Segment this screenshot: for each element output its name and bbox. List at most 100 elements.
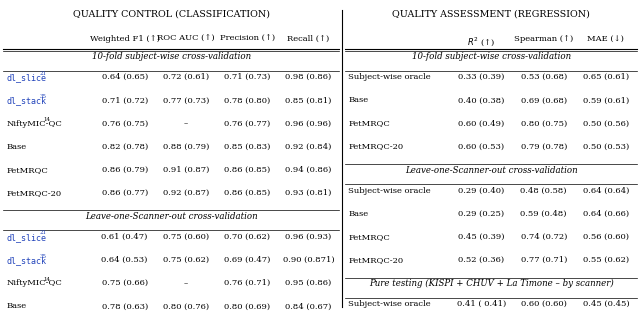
Text: 0.93 (0.81): 0.93 (0.81) [285,189,332,197]
Text: 0.84 (0.67): 0.84 (0.67) [285,302,332,310]
Text: 0.50 (0.56): 0.50 (0.56) [583,120,629,127]
Text: 0.55 (0.62): 0.55 (0.62) [583,256,629,264]
Text: 0.94 (0.86): 0.94 (0.86) [285,166,332,174]
Text: FetMRQC-20: FetMRQC-20 [348,256,403,264]
Text: 0.76 (0.71): 0.76 (0.71) [224,279,270,287]
Text: FetMRQC-20: FetMRQC-20 [7,189,62,197]
Text: 0.59 (0.61): 0.59 (0.61) [583,96,629,104]
Text: 0.40 (0.38): 0.40 (0.38) [458,96,505,104]
Text: 0.33 (0.39): 0.33 (0.39) [458,73,505,81]
Text: 35: 35 [40,94,47,99]
Text: Base: Base [7,143,27,151]
Text: 0.64 (0.64): 0.64 (0.64) [583,187,629,195]
Text: Leave-one-Scanner-out cross-validation: Leave-one-Scanner-out cross-validation [405,166,577,175]
Text: 0.71 (0.72): 0.71 (0.72) [102,96,148,104]
Text: 0.92 (0.84): 0.92 (0.84) [285,143,332,151]
Text: 0.60 (0.53): 0.60 (0.53) [458,143,504,151]
Text: QUALITY CONTROL (CLASSIFICATION): QUALITY CONTROL (CLASSIFICATION) [73,10,269,18]
Text: Base: Base [348,210,369,218]
Text: NiftyMIC-QC: NiftyMIC-QC [7,279,63,287]
Text: Pure testing (KISPI + CHUV + La Timone – by scanner): Pure testing (KISPI + CHUV + La Timone –… [369,279,614,288]
Text: FetMRQC-20: FetMRQC-20 [348,143,403,151]
Text: QUALITY ASSESSMENT (REGRESSION): QUALITY ASSESSMENT (REGRESSION) [392,10,590,18]
Text: Subject-wise oracle: Subject-wise oracle [348,73,431,81]
Text: 10-fold subject-wise cross-validation: 10-fold subject-wise cross-validation [412,52,571,61]
Text: 0.41 ( 0.41): 0.41 ( 0.41) [457,300,506,308]
Text: 0.72 (0.61): 0.72 (0.61) [163,73,209,81]
Text: 0.88 (0.79): 0.88 (0.79) [163,143,209,151]
Text: 0.76 (0.77): 0.76 (0.77) [224,120,270,127]
Text: 0.52 (0.36): 0.52 (0.36) [458,256,504,264]
Text: 14: 14 [44,117,51,122]
Text: 0.69 (0.47): 0.69 (0.47) [224,256,270,264]
Text: Spearman (↑): Spearman (↑) [514,35,573,43]
Text: FetMRQC: FetMRQC [348,120,390,127]
Text: 0.90 (0.871): 0.90 (0.871) [282,256,334,264]
Text: FetMRQC: FetMRQC [348,233,390,241]
Text: 0.70 (0.62): 0.70 (0.62) [224,233,270,241]
Text: NiftyMIC-QC: NiftyMIC-QC [7,120,63,127]
Text: 35: 35 [40,254,47,259]
Text: 0.92 (0.87): 0.92 (0.87) [163,189,209,197]
Text: 0.64 (0.65): 0.64 (0.65) [102,73,148,81]
Text: Subject-wise oracle: Subject-wise oracle [348,187,431,195]
Text: 0.77 (0.71): 0.77 (0.71) [520,256,567,264]
Text: 0.86 (0.85): 0.86 (0.85) [224,189,270,197]
Text: 0.79 (0.78): 0.79 (0.78) [520,143,567,151]
Text: 14: 14 [44,277,51,282]
Text: dl_slice: dl_slice [7,233,47,242]
Text: 10-fold subject-wise cross-validation: 10-fold subject-wise cross-validation [92,52,251,61]
Text: Recall (↑): Recall (↑) [287,35,330,43]
Text: MAE (↓): MAE (↓) [588,35,625,43]
Text: 0.65 (0.61): 0.65 (0.61) [583,73,629,81]
Text: –: – [184,120,188,127]
Text: 0.29 (0.25): 0.29 (0.25) [458,210,504,218]
Text: 0.85 (0.81): 0.85 (0.81) [285,96,332,104]
Text: 0.86 (0.79): 0.86 (0.79) [102,166,148,174]
Text: 0.53 (0.68): 0.53 (0.68) [520,73,567,81]
Text: 0.91 (0.87): 0.91 (0.87) [163,166,209,174]
Text: Base: Base [7,302,27,310]
Text: 0.96 (0.96): 0.96 (0.96) [285,120,332,127]
Text: ROC AUC (↑): ROC AUC (↑) [157,35,214,43]
Text: 0.96 (0.93): 0.96 (0.93) [285,233,332,241]
Text: 0.60 (0.60): 0.60 (0.60) [521,300,566,308]
Text: Precision (↑): Precision (↑) [220,35,275,43]
Text: Leave-one-Scanner-out cross-validation: Leave-one-Scanner-out cross-validation [85,212,257,221]
Text: –: – [184,279,188,287]
Text: 0.74 (0.72): 0.74 (0.72) [520,233,567,241]
Text: dl_slice: dl_slice [7,73,47,82]
Text: dl_stack: dl_stack [7,256,47,265]
Text: $R^2$ (↑): $R^2$ (↑) [467,35,495,48]
Text: 21: 21 [40,71,47,76]
Text: Weighted F1 (↑): Weighted F1 (↑) [90,35,159,43]
Text: 0.48 (0.58): 0.48 (0.58) [520,187,567,195]
Text: 0.78 (0.63): 0.78 (0.63) [102,302,148,310]
Text: 21: 21 [40,230,47,236]
Text: 0.86 (0.85): 0.86 (0.85) [224,166,270,174]
Text: 0.64 (0.66): 0.64 (0.66) [583,210,629,218]
Text: 0.86 (0.77): 0.86 (0.77) [102,189,148,197]
Text: 0.45 (0.45): 0.45 (0.45) [582,300,629,308]
Text: 0.29 (0.40): 0.29 (0.40) [458,187,504,195]
Text: 0.75 (0.66): 0.75 (0.66) [102,279,148,287]
Text: 0.80 (0.76): 0.80 (0.76) [163,302,209,310]
Text: 0.60 (0.49): 0.60 (0.49) [458,120,504,127]
Text: 0.50 (0.53): 0.50 (0.53) [583,143,629,151]
Text: 0.78 (0.80): 0.78 (0.80) [224,96,270,104]
Text: 0.98 (0.86): 0.98 (0.86) [285,73,332,81]
Text: Base: Base [348,96,369,104]
Text: 0.77 (0.73): 0.77 (0.73) [163,96,209,104]
Text: 0.75 (0.62): 0.75 (0.62) [163,256,209,264]
Text: 0.85 (0.83): 0.85 (0.83) [224,143,270,151]
Text: 0.45 (0.39): 0.45 (0.39) [458,233,505,241]
Text: dl_stack: dl_stack [7,96,47,105]
Text: 0.61 (0.47): 0.61 (0.47) [102,233,148,241]
Text: 0.75 (0.60): 0.75 (0.60) [163,233,209,241]
Text: 0.56 (0.60): 0.56 (0.60) [583,233,629,241]
Text: 0.95 (0.86): 0.95 (0.86) [285,279,332,287]
Text: 0.71 (0.73): 0.71 (0.73) [224,73,270,81]
Text: 0.64 (0.53): 0.64 (0.53) [102,256,148,264]
Text: 0.59 (0.48): 0.59 (0.48) [520,210,567,218]
Text: FetMRQC: FetMRQC [7,166,49,174]
